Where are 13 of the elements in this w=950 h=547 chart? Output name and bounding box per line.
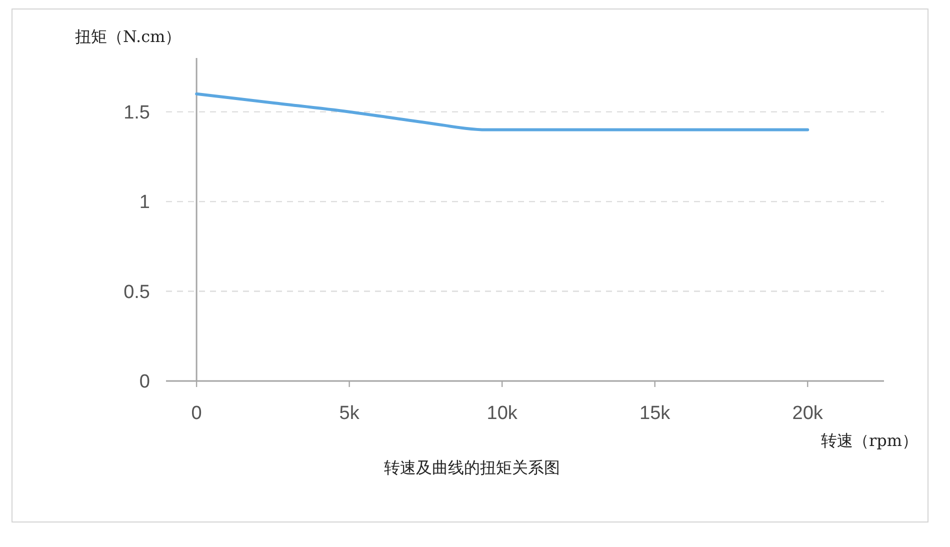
y-axis-title: 扭矩（N.cm）	[75, 27, 182, 46]
y-tick-label: 0.5	[124, 282, 150, 303]
y-tick-label: 1	[139, 192, 150, 214]
text: 转速及曲线的扭矩关系图	[384, 458, 560, 477]
y-tick-label: 1.5	[124, 102, 150, 124]
x-tick-label: 20k	[792, 403, 824, 424]
y-tick-label: 0	[139, 372, 150, 393]
x-tick-label: 5k	[339, 403, 360, 424]
x-tick-label: 10k	[486, 403, 518, 424]
x-tick-label: 15k	[640, 403, 671, 424]
x-tick-label: 0	[191, 403, 202, 424]
line-series	[195, 92, 810, 132]
x-axis-title: 转速（rpm）	[820, 431, 918, 450]
